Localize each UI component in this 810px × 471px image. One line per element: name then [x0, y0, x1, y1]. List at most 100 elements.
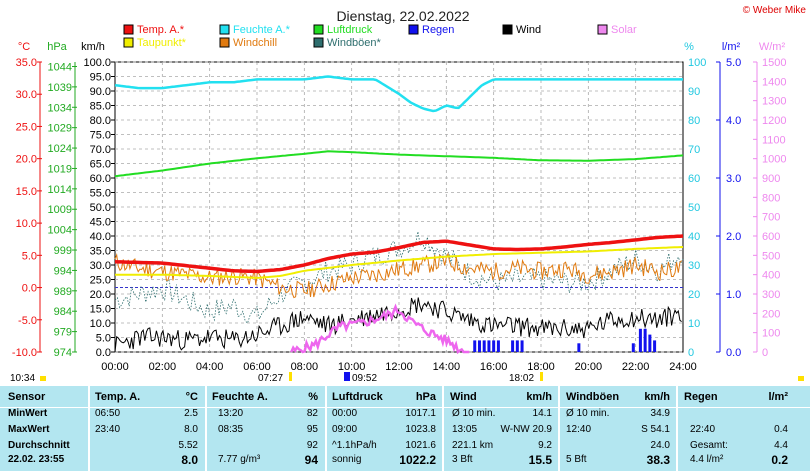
tick-kmh: 5.0 [96, 333, 111, 345]
legend-label: Solar [611, 24, 637, 36]
sunset-marker [540, 372, 543, 381]
tick-percent: 80 [688, 115, 700, 127]
tick-celsius: 15.0 [16, 186, 37, 198]
series-humidity [114, 75, 683, 113]
stats-hum-value: 82 [306, 408, 318, 419]
tick-percent: 90 [688, 86, 700, 98]
stats-press-value: 1022.2 [399, 453, 436, 467]
tick-kmh: 65.0 [90, 159, 111, 171]
tick-lm2: 5.0 [726, 57, 741, 69]
tick-kmh: 55.0 [90, 188, 111, 200]
tick-x: 10:00 [338, 361, 366, 373]
sunrise-time: 07:27 [258, 373, 283, 384]
rain-bar [515, 340, 519, 352]
tick-wm2: 600 [762, 231, 780, 243]
rain-bar [643, 328, 647, 352]
legend-label: Luftdruck [327, 24, 373, 36]
tick-x: 02:00 [149, 361, 177, 373]
sun-bar: 10:34 07:27 09:52 18:02 [10, 372, 804, 384]
stats-header: Regen [684, 391, 718, 403]
legend-swatch [219, 24, 230, 35]
tick-wm2: 500 [762, 250, 780, 262]
stats-press-time: sonnig [332, 454, 362, 465]
stats-wind-value: 14.1 [532, 408, 552, 419]
tick-kmh: 10.0 [90, 318, 111, 330]
tick-kmh: 45.0 [90, 217, 111, 229]
stats-wind-time: 13:05 [452, 424, 478, 435]
unit-lm2: l/m² [722, 41, 741, 53]
stats-row-label: MinWert [8, 408, 48, 419]
tick-kmh: 95.0 [90, 72, 111, 84]
stats-header: km/h [526, 391, 552, 403]
stats-gust-value: S 54.1 [641, 424, 670, 435]
stats-hum-time: 08:35 [218, 424, 244, 435]
tick-hpa: 1014 [48, 184, 72, 196]
tick-lm2: 3.0 [726, 173, 741, 185]
tick-wm2: 800 [762, 192, 780, 204]
rain-bar [520, 340, 524, 352]
tick-kmh: 50.0 [90, 202, 111, 214]
stats-rain-value: 4.4 [774, 440, 788, 451]
stats-header: Luftdruck [332, 391, 383, 403]
tick-kmh: 100.0 [83, 57, 111, 69]
tick-kmh: 85.0 [90, 101, 111, 113]
stats-temp-value: 5.52 [178, 440, 198, 451]
series-wind [114, 297, 682, 353]
sun-marker-right [798, 376, 804, 381]
tick-lm2: 1.0 [726, 289, 741, 301]
rain-bar [653, 340, 657, 352]
tick-wm2: 1000 [762, 154, 786, 166]
tick-x: 16:00 [480, 361, 508, 373]
stats-header: °C [185, 391, 198, 403]
series-solar [290, 303, 470, 355]
tick-x: 18:00 [527, 361, 555, 373]
noon-marker [344, 372, 350, 381]
noon-time: 09:52 [352, 373, 377, 384]
stats-press-value: 1017.1 [405, 408, 436, 419]
stats-press-time: ^1.1hPa/h [332, 440, 377, 451]
tick-celsius: -5.0 [18, 315, 37, 327]
stats-wind-value: 9.2 [538, 440, 552, 451]
tick-hpa: 1044 [48, 61, 72, 73]
tick-celsius: 10.0 [16, 218, 37, 230]
tick-x: 00:00 [101, 361, 129, 373]
stats-table: Sensor Temp. A. °C Feuchte A.% Luftdruck hPa W… [0, 386, 810, 471]
stats-hum-time: 7.77 g/m³ [218, 454, 261, 465]
stats-press-value: 1023.8 [405, 424, 436, 435]
stats-rain-time: Gesamt: [690, 440, 728, 451]
tick-celsius: 25.0 [16, 121, 37, 133]
rain-bar [631, 343, 635, 352]
rain-bar [487, 340, 491, 352]
stats-rain-value: 0.4 [774, 424, 788, 435]
stats-header: % [308, 391, 318, 403]
copyright-label: © Weber Mike [743, 5, 807, 16]
tick-kmh: 40.0 [90, 231, 111, 243]
tick-wm2: 1300 [762, 96, 786, 108]
tick-percent: 60 [688, 173, 700, 185]
sunrise-marker [289, 372, 292, 381]
stats-wind-value: W-NW 20.9 [500, 424, 553, 435]
legend: Temp. A.* Feuchte A.* Luftdruck Regen Wind So… [123, 24, 637, 49]
stats-wind-time: Ø 10 min. [452, 408, 496, 419]
legend-label: Wind [516, 24, 541, 36]
stats-divider [442, 386, 444, 471]
series-windchill [114, 252, 682, 299]
tick-x: 06:00 [243, 361, 271, 373]
stats-header: Wind [450, 391, 477, 403]
tick-x: 04:00 [196, 361, 224, 373]
unit-wm2: W/m² [759, 41, 786, 53]
tick-wm2: 200 [762, 308, 780, 320]
legend-label: Feuchte A.* [233, 24, 291, 36]
tick-celsius: -10.0 [12, 347, 37, 359]
tick-lm2: 4.0 [726, 115, 741, 127]
stats-divider [205, 386, 207, 471]
tick-hpa: 1034 [48, 102, 72, 114]
stats-press-value: 1021.6 [405, 440, 436, 451]
tick-hpa: 1009 [48, 204, 72, 216]
tick-percent: 40 [688, 231, 700, 243]
stats-header: Feuchte A. [212, 391, 268, 403]
rain-bar [492, 340, 496, 352]
legend-swatch [123, 24, 134, 35]
series-temp [114, 234, 684, 274]
axes: 35.0 30.0 25.0 20.0 15.0 10.0 5.0 0.0 -5.0 -10.0 1… [12, 57, 787, 373]
